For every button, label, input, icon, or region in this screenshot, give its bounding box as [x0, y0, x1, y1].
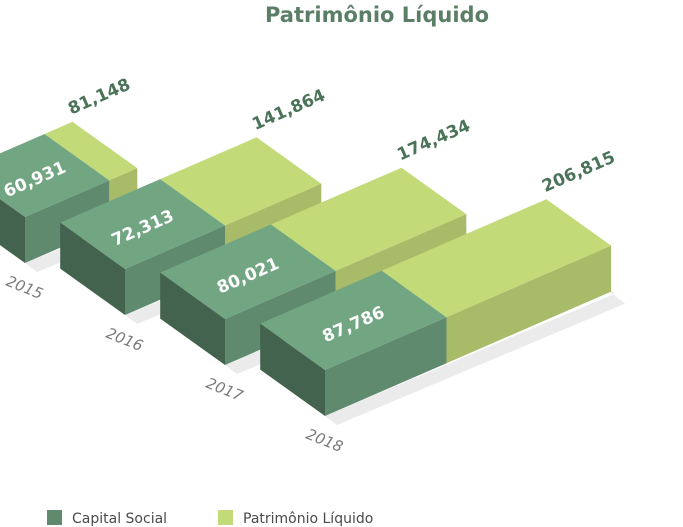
bar-top-capital-2018 — [260, 270, 447, 370]
bar-front-capital-2018 — [325, 317, 447, 416]
bar-shadow-floor-2017 — [225, 223, 481, 374]
legend-swatch-capital-social — [47, 510, 62, 525]
year-label-2015: 2015 — [4, 272, 46, 303]
bar-side-capital-2015 — [0, 199, 25, 263]
bar-top-capital-2015 — [0, 134, 110, 217]
bar-top-patrimonio-2018 — [381, 199, 612, 318]
legend-label-capital-social: Capital Social — [72, 511, 167, 527]
bar-shadow-floor-2018 — [325, 255, 626, 425]
legend: Capital Social Patrimônio Líquido — [47, 510, 373, 527]
chart-title: Patrimônio Líquido — [265, 3, 489, 27]
value-label-patrimonio-2017: 174,434 — [394, 116, 473, 165]
bar-top-patrimonio-2017 — [270, 167, 467, 271]
year-label-2016: 2016 — [104, 324, 146, 355]
bar-top-capital-2017 — [160, 224, 336, 319]
bar-side-capital-2017 — [160, 272, 225, 365]
bar-front-patrimonio-2018 — [446, 245, 612, 364]
year-label-2018: 2018 — [304, 425, 346, 456]
legend-label-patrimonio-liquido: Patrimônio Líquido — [243, 511, 373, 527]
bar-side-capital-2016 — [60, 222, 126, 315]
legend-swatch-patrimonio-liquido — [218, 510, 233, 525]
bar-top-capital-2016 — [60, 179, 226, 269]
bar-top-patrimonio-2015 — [44, 121, 138, 181]
bar-top-patrimonio-2016 — [160, 137, 322, 226]
bar-side-capital-2018 — [260, 323, 325, 416]
value-label-patrimonio-2016: 141,864 — [249, 86, 328, 135]
year-label-2017: 2017 — [204, 374, 247, 405]
bars — [0, 121, 612, 416]
value-label-patrimonio-2018: 206,815 — [539, 148, 618, 197]
value-label-patrimonio-2015: 81,148 — [65, 75, 133, 119]
